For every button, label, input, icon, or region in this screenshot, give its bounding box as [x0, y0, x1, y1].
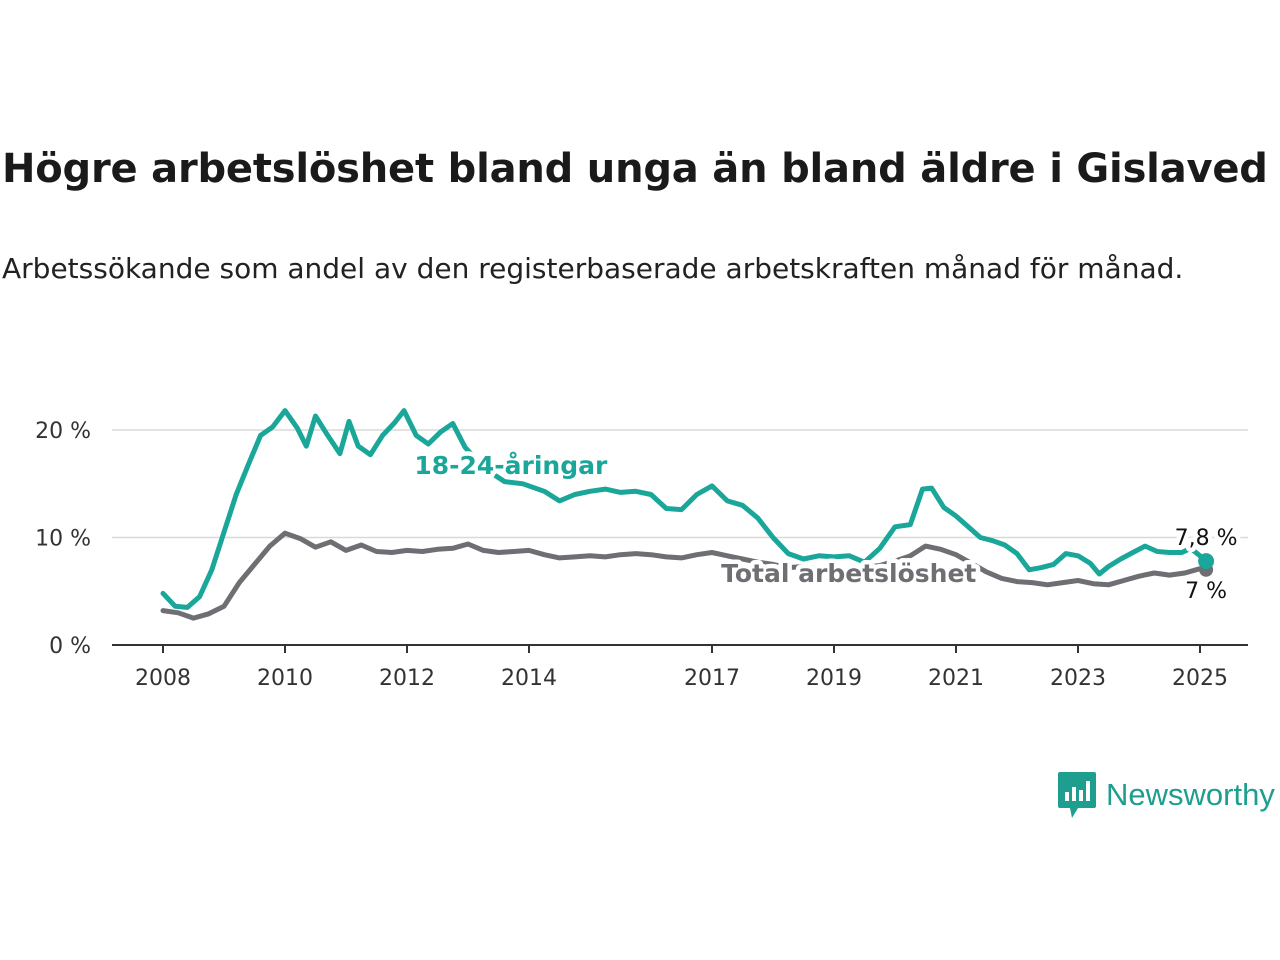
grid-lines — [112, 429, 1248, 539]
y-axis: 0 % 10 % 20 % — [35, 419, 91, 659]
end-label-total: 7 % — [1185, 579, 1227, 604]
chart-title: Högre arbetslöshet bland unga än bland ä… — [2, 146, 1268, 192]
series-label-total: Total arbetslöshet — [721, 559, 976, 588]
y-tick-label: 20 % — [35, 419, 91, 444]
newsworthy-brand: Newsworthy — [1058, 772, 1275, 818]
series-label-total-halo: Total arbetslöshet — [721, 559, 976, 588]
x-tick-label: 2008 — [135, 666, 191, 691]
x-tick-label: 2010 — [257, 666, 313, 691]
end-marker-youth — [1198, 553, 1215, 570]
series-line — [160, 408, 1209, 610]
end-label-total-halo: 7 % — [1185, 579, 1227, 604]
y-tick-label: 0 % — [49, 634, 91, 659]
y-tick-label: 10 % — [35, 527, 91, 552]
line-chart: 0 % 10 % 20 % 2008 2010 2012 2014 2017 2019 2021… — [35, 408, 1248, 691]
series-label-youth: 18-24-åringar — [414, 451, 608, 480]
x-tick-label: 2025 — [1172, 666, 1228, 691]
x-tick-label: 2023 — [1050, 666, 1106, 691]
series-label-youth-halo: 18-24-åringar — [414, 451, 608, 480]
x-tick-label: 2012 — [379, 666, 435, 691]
end-label-youth-halo: 7,8 % — [1175, 526, 1238, 551]
newsworthy-logo-icon — [1058, 772, 1096, 818]
brand-name: Newsworthy — [1106, 777, 1275, 812]
chart-subtitle: Arbetssökande som andel av den registerb… — [2, 252, 1184, 285]
x-tick-label: 2019 — [806, 666, 862, 691]
x-tick-label: 2014 — [501, 666, 557, 691]
series-line — [160, 530, 1209, 621]
series-lines — [160, 408, 1209, 621]
x-tick-label: 2021 — [928, 666, 984, 691]
x-axis: 2008 2010 2012 2014 2017 2019 2021 2023 2025 — [112, 644, 1248, 691]
end-label-youth: 7,8 % — [1175, 526, 1238, 551]
x-tick-label: 2017 — [684, 666, 740, 691]
